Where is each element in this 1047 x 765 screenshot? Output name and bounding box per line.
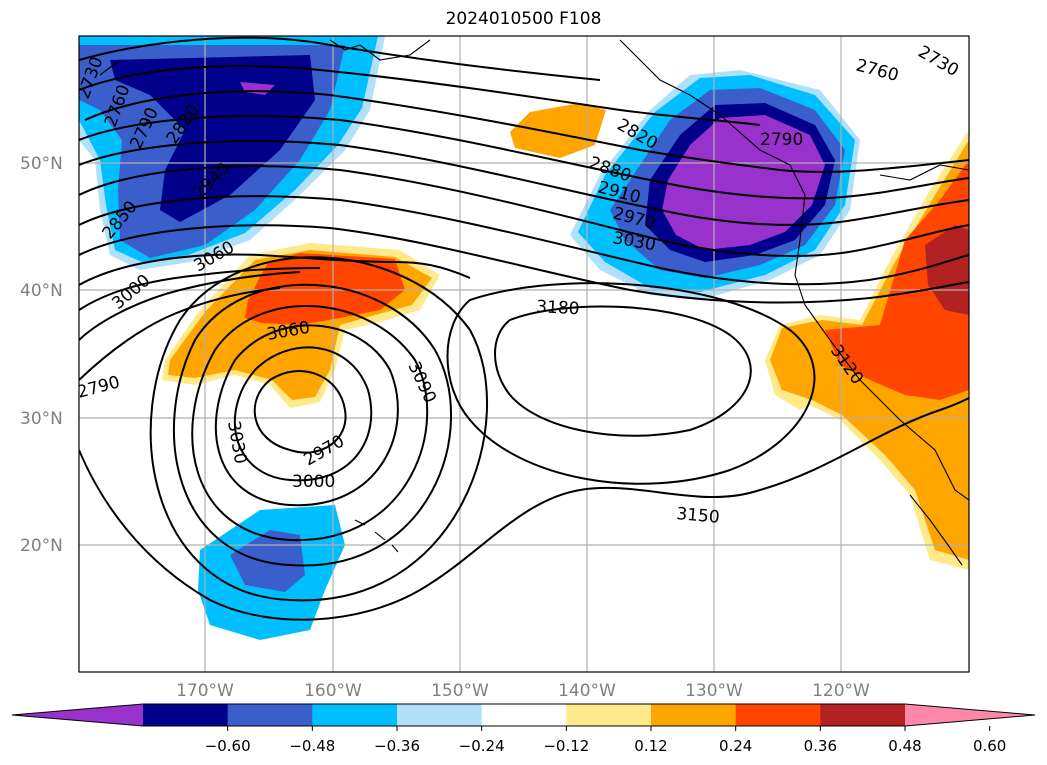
colorbar-segment — [735, 704, 821, 726]
lat-label: 30°N — [20, 409, 63, 429]
colorbar-tick-label: −0.12 — [543, 737, 589, 755]
lat-label: 40°N — [20, 281, 63, 301]
colorbar-tick-label: 0.48 — [888, 737, 921, 755]
colorbar-tick-label: 0.60 — [973, 737, 1006, 755]
colorbar-extend-min — [12, 704, 143, 726]
lat-label: 20°N — [20, 536, 63, 556]
colorbar-tick-label: 0.12 — [634, 737, 667, 755]
colorbar-tick-label: −0.36 — [374, 737, 420, 755]
colorbar-outline — [11, 703, 1036, 727]
colorbar-segment — [566, 704, 652, 726]
colorbar-tick-label: −0.48 — [289, 737, 335, 755]
colorbar-segment — [227, 704, 313, 726]
map-title: 2024010500 F108 — [445, 9, 602, 29]
map-frame — [78, 35, 970, 673]
lon-label: 130°W — [685, 681, 743, 701]
contour-label: 3180 — [536, 297, 580, 319]
colorbar-segment — [397, 704, 483, 726]
contour-label: 3150 — [676, 504, 721, 528]
colorbar: −0.60 −0.48 −0.36 −0.24 −0.12 0.12 0.24 0.36 0.4… — [11, 703, 1036, 755]
colorbar-segment — [143, 704, 229, 726]
colorbar-segment — [820, 704, 906, 726]
contour-label: 3000 — [292, 472, 335, 492]
lon-label: 170°W — [176, 681, 234, 701]
anomaly-positive-west-coast — [765, 130, 969, 570]
coastlines — [99, 39, 969, 566]
height-contours — [79, 36, 969, 621]
colorbar-tick-label: −0.24 — [459, 737, 505, 755]
colorbar-segment — [651, 704, 737, 726]
colorbar-extend-max — [905, 704, 1035, 726]
map-layers: 2730 2760 2790 2820 2850 2880 2910 2940 … — [79, 36, 969, 672]
lon-label: 160°W — [304, 681, 362, 701]
graticule — [79, 36, 969, 672]
colorbar-tick-label: 0.36 — [804, 737, 837, 755]
colorbar-tick-label: −0.60 — [205, 737, 251, 755]
lat-label: 50°N — [20, 154, 63, 174]
colorbar-tick-label: 0.24 — [719, 737, 752, 755]
lon-label: 150°W — [431, 681, 489, 701]
lon-label: 140°W — [558, 681, 616, 701]
colorbar-segment — [312, 704, 398, 726]
lon-label: 120°W — [812, 681, 870, 701]
anomaly-negative-northeast — [570, 70, 860, 300]
colorbar-segment — [481, 704, 567, 726]
anomaly-positive-north — [510, 103, 606, 158]
contour-label: 2790 — [760, 130, 803, 150]
